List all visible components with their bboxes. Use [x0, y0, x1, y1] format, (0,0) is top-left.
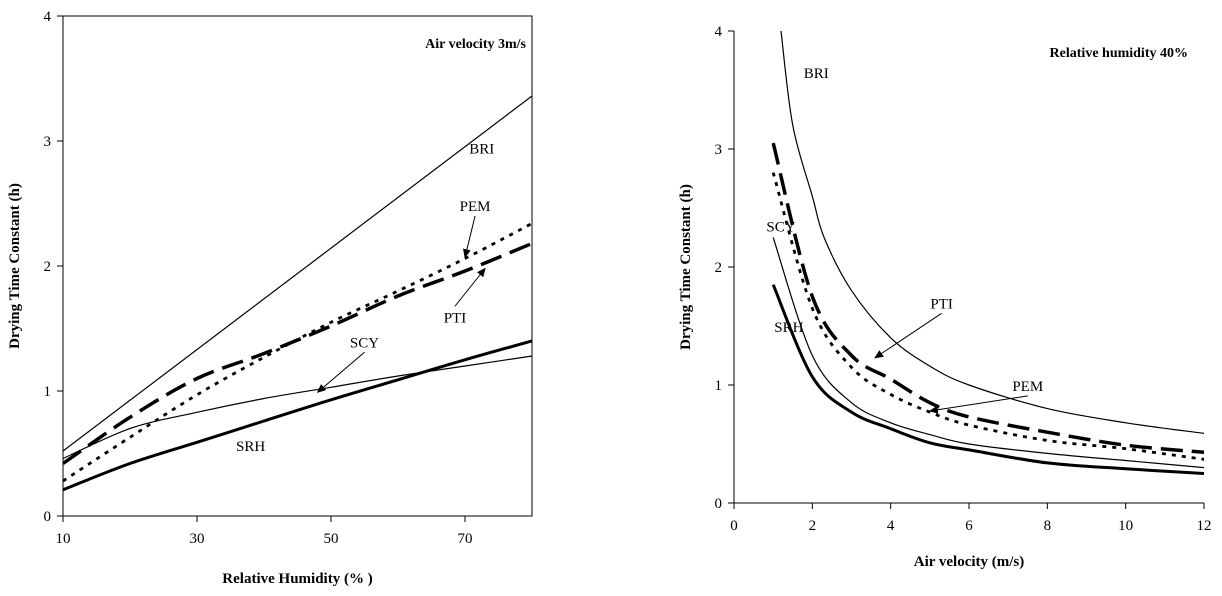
series-line-scy [63, 355, 532, 460]
series-line-bri [63, 95, 532, 452]
x-tick-label: 0 [730, 518, 738, 534]
series-label-pti: PTI [444, 310, 467, 326]
x-tick-label: 8 [1044, 518, 1052, 534]
series-line-srh [771, 284, 1204, 475]
series-line-pti [63, 241, 532, 465]
series-label-pem: PEM [460, 199, 491, 215]
x-tick-label: 10 [56, 531, 71, 547]
y-tick-label: 3 [44, 134, 52, 150]
x-tick-label: 6 [965, 518, 973, 534]
y-tick-label: 4 [715, 24, 723, 40]
chart-1: 0 1 2 3 4 10 30 50 70 Relative Humidity (% ) Dryin… [7, 9, 533, 587]
y-axis-title: Drying Time Constant (h) [7, 183, 23, 349]
series-line-pti [771, 142, 1204, 455]
y-tick-label: 2 [715, 260, 723, 276]
y-tick-label: 4 [44, 9, 52, 25]
y-tick-label: 2 [44, 259, 52, 275]
x-tick-label: 30 [190, 531, 205, 547]
chart-title: Relative humidity 40% [1050, 46, 1188, 61]
series-label-srh: SRH [774, 320, 803, 336]
x-tick-label: 12 [1197, 518, 1212, 534]
y-axis-title: Drying Time Constant (h) [678, 184, 694, 350]
chart-title: Air velocity 3m/s [425, 37, 526, 52]
x-axis-title: Air velocity (m/s) [914, 554, 1025, 570]
y-tick-label: 1 [715, 378, 723, 394]
series-line-pem [771, 172, 1204, 461]
series-label-srh: SRH [236, 439, 265, 455]
annotation-arrow-scy [316, 351, 365, 393]
annotation-arrow-pem [928, 395, 1028, 414]
x-axis-title: Relative Humidity (% ) [222, 571, 372, 587]
annotation-arrow-pti [454, 267, 486, 307]
series-label-scy: SCY [766, 220, 795, 236]
y-tick-label: 0 [715, 496, 723, 512]
series-line-scy [772, 237, 1204, 469]
series-line-bri [780, 30, 1204, 434]
series-label-scy: SCY [350, 335, 379, 351]
x-tick-label: 10 [1118, 518, 1133, 534]
series-label-bri: BRI [804, 66, 829, 82]
x-tick-label: 2 [809, 518, 817, 534]
series-label-pti: PTI [930, 296, 953, 312]
series-label-pem: PEM [1012, 379, 1043, 395]
series-line-srh [63, 339, 532, 492]
series-label-bri: BRI [469, 142, 494, 158]
plot-frame [62, 15, 533, 517]
x-tick-label: 70 [458, 531, 473, 547]
x-tick-label: 50 [324, 531, 339, 547]
y-tick-label: 1 [44, 384, 52, 400]
annotation-arrow-pti [874, 312, 942, 359]
y-tick-label: 0 [44, 509, 52, 525]
y-tick-label: 3 [715, 142, 723, 158]
series-line-pem [63, 222, 532, 483]
x-tick-label: 4 [887, 518, 895, 534]
annotation-arrow-pem [463, 215, 476, 259]
